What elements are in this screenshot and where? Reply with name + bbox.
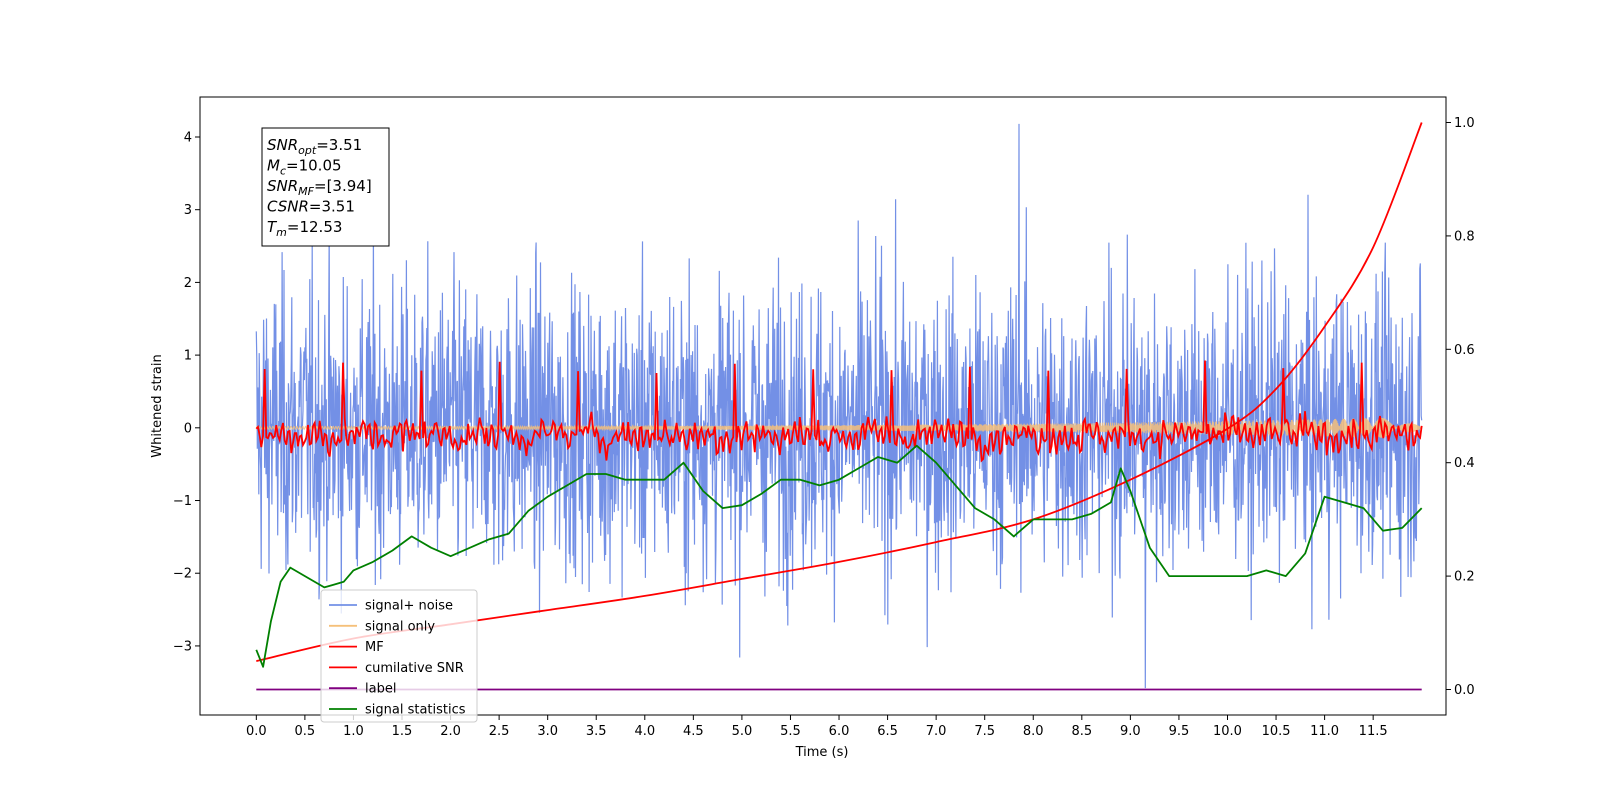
plot-frame [199, 96, 1447, 716]
legend: signal+ noise signal only MF cumilative SNR… [320, 589, 478, 723]
y-tick-left-label: −3 [173, 639, 192, 654]
x-tick-label: 1.0 [343, 724, 364, 739]
y-axis-label: Whitened strain [150, 354, 165, 457]
x-tick-label: 2.0 [440, 724, 461, 739]
x-tick-label: 10.5 [1262, 724, 1291, 739]
x-axis: 0.0 0.5 1.0 1.5 2.0 2.5 3.0 3.5 4.0 4.5 5.0 5.5 6.0 6… [246, 715, 1388, 739]
legend-label: cumilative SNR [365, 661, 464, 676]
y-tick-left-label: −2 [173, 567, 192, 582]
series-mf [255, 360, 1423, 463]
x-tick-label: 11.0 [1310, 724, 1339, 739]
annotation-line: SNRopt=3.51 [267, 136, 362, 157]
legend-label: signal+ noise [365, 599, 453, 614]
x-tick-label: 7.0 [926, 724, 947, 739]
y-tick-left-label: 1 [184, 349, 192, 364]
series-signal-statistics [255, 444, 1423, 668]
y-tick-right-label: 0.8 [1454, 229, 1475, 244]
x-tick-label: 4.0 [634, 724, 655, 739]
legend-label: MF [365, 640, 384, 655]
x-tick-label: 8.5 [1071, 724, 1092, 739]
series-cumulative-snr [256, 122, 1423, 662]
y-tick-right-label: 0.4 [1454, 456, 1475, 471]
y-tick-right-label: 0.6 [1454, 343, 1475, 358]
y-tick-right-label: 0.0 [1454, 683, 1475, 698]
series-layer [255, 122, 1423, 691]
x-tick-label: 7.5 [974, 724, 995, 739]
x-tick-label: 5.5 [780, 724, 801, 739]
legend-frame [320, 589, 478, 723]
annotation-line: SNRMF=[3.94] [267, 177, 372, 198]
x-tick-label: 3.5 [586, 724, 607, 739]
annotation-line: Tm=12.53 [267, 218, 342, 239]
y-tick-right-label: 1.0 [1454, 116, 1475, 131]
x-tick-label: 0.0 [246, 724, 267, 739]
y-tick-right-label: 0.2 [1454, 570, 1475, 585]
x-tick-label: 4.5 [683, 724, 704, 739]
y-tick-left-label: 2 [184, 276, 192, 291]
x-tick-label: 8.0 [1023, 724, 1044, 739]
y-tick-left-label: 3 [184, 203, 192, 218]
x-tick-label: 11.5 [1359, 724, 1388, 739]
x-tick-label: 0.5 [295, 724, 316, 739]
legend-label: signal statistics [365, 703, 466, 718]
annotation-line: Mc=10.05 [267, 157, 342, 178]
x-axis-label: Time (s) [795, 745, 849, 760]
y-axis-left: −3 −2 −1 0 1 2 3 4 [173, 130, 200, 654]
y-tick-left-label: −1 [173, 494, 192, 509]
x-tick-label: 6.5 [877, 724, 898, 739]
x-tick-label: 9.0 [1120, 724, 1141, 739]
legend-label: label [365, 682, 396, 697]
x-tick-label: 10.0 [1213, 724, 1242, 739]
series-signal-noise [255, 123, 1423, 689]
y-tick-left-label: 4 [184, 130, 192, 145]
x-tick-label: 6.0 [829, 724, 850, 739]
x-tick-label: 5.0 [732, 724, 753, 739]
x-tick-label: 3.0 [537, 724, 558, 739]
x-tick-label: 9.5 [1169, 724, 1190, 739]
annotation-frame [261, 127, 390, 247]
x-tick-label: 2.5 [489, 724, 510, 739]
y-axis-right: 0.0 0.2 0.4 0.6 0.8 1.0 [1446, 116, 1475, 698]
x-tick-label: 1.5 [392, 724, 413, 739]
annotation-line: CSNR=3.51 [267, 198, 355, 216]
y-tick-left-label: 0 [184, 421, 192, 436]
annotation-box: SNRopt=3.51Mc=10.05SNRMF=[3.94]CSNR=3.51… [261, 127, 390, 247]
legend-label: signal only [365, 619, 435, 634]
